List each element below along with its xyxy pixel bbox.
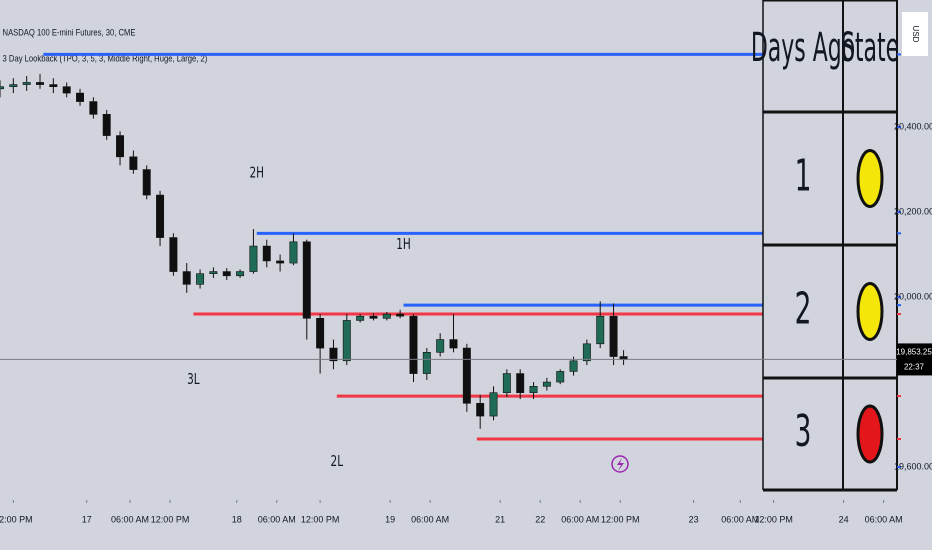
x-tick-label: 23 xyxy=(689,514,699,524)
x-tick-label: 06:00 AM xyxy=(561,514,599,524)
candle-body xyxy=(289,241,298,264)
candle-body xyxy=(182,271,191,285)
candle-body xyxy=(422,352,431,374)
x-tick-label: 06:00 AM xyxy=(111,514,149,524)
candle-body xyxy=(502,373,511,393)
candle-body xyxy=(516,373,525,393)
candle-body xyxy=(356,315,365,321)
candle-body xyxy=(129,156,138,170)
candle-body xyxy=(409,315,418,374)
candle-body xyxy=(462,347,471,404)
candle-body xyxy=(0,86,4,90)
candle-body xyxy=(316,318,325,349)
candle-body xyxy=(102,114,111,136)
x-tick-label: 06:00 AM xyxy=(721,514,759,524)
y-tick-label: 20,000.00 xyxy=(894,291,932,301)
table-header: Days Ago xyxy=(751,24,855,71)
candle-body xyxy=(342,320,351,362)
candle-body xyxy=(169,237,178,272)
last-price-box xyxy=(897,343,932,376)
candle-body xyxy=(262,245,271,262)
currency-box[interactable] xyxy=(902,12,928,56)
candle-body xyxy=(196,273,205,285)
candle-body xyxy=(596,315,605,345)
candle-body xyxy=(382,313,391,319)
level-label: 3L xyxy=(187,371,200,388)
x-tick-label: 19 xyxy=(385,514,395,524)
candle-body xyxy=(9,84,18,87)
y-tick-label: 20,400.00 xyxy=(894,121,932,131)
candle-body xyxy=(22,82,31,85)
x-tick-label: 18 xyxy=(232,514,242,524)
x-tick-label: 12:00 PM xyxy=(0,514,33,524)
candle-body xyxy=(476,403,485,417)
currency[interactable]: USD xyxy=(911,26,920,43)
last-price-label: 19,853.25 xyxy=(896,348,932,357)
candle-body xyxy=(369,315,378,319)
table-days: 3 xyxy=(795,405,812,457)
chart-title: NASDAQ 100 E-mini Futures, 30, CME xyxy=(3,27,136,38)
x-tick-label: 12:00 PM xyxy=(151,514,190,524)
event-icon[interactable] xyxy=(611,455,629,473)
x-tick-label: 06:00 AM xyxy=(865,514,903,524)
candle-body xyxy=(222,271,231,277)
candle-body xyxy=(142,169,151,196)
candle-body xyxy=(569,360,578,372)
x-tick-label: 22 xyxy=(535,514,545,524)
candle-body xyxy=(302,241,311,319)
candle-body xyxy=(556,371,565,383)
candle-body xyxy=(116,135,125,158)
y-tick-label: 19,600.00 xyxy=(894,461,932,471)
candle-body xyxy=(529,386,538,393)
candle-body xyxy=(396,313,405,317)
candle-body xyxy=(329,347,338,362)
candle-body xyxy=(209,271,218,274)
level-label: 2L xyxy=(331,453,344,470)
candle-body xyxy=(489,392,498,417)
candle-body xyxy=(276,260,285,264)
lightning-icon xyxy=(617,458,624,471)
state-indicator xyxy=(856,404,884,464)
indicator-title: 3 Day Lookback (TPO, 3, 5, 3, Middle Rig… xyxy=(3,53,208,64)
candle-body xyxy=(582,343,591,362)
x-tick-label: 06:00 AM xyxy=(258,514,296,524)
candle-body xyxy=(76,92,84,102)
x-tick-label: 12:00 PM xyxy=(301,514,340,524)
table-days: 2 xyxy=(795,282,812,334)
x-tick-label: 24 xyxy=(839,514,849,524)
candle-body xyxy=(542,381,551,387)
x-tick-label: 06:00 AM xyxy=(411,514,449,524)
level-label: 1H xyxy=(396,236,411,253)
x-tick-label: 12:00 PM xyxy=(601,514,640,524)
table-days: 1 xyxy=(795,149,812,201)
price-axis xyxy=(897,0,932,550)
y-tick-label: 20,200.00 xyxy=(894,206,932,216)
candle-body xyxy=(436,339,445,353)
state-indicator xyxy=(856,149,884,208)
candle-body xyxy=(89,101,98,115)
candle-body xyxy=(36,82,44,85)
x-tick-label: 12:00 PM xyxy=(754,514,793,524)
candle-body xyxy=(49,84,58,87)
state-indicator xyxy=(856,282,884,341)
candle-body xyxy=(236,271,245,277)
level-label: 2H xyxy=(249,165,264,182)
candle-body xyxy=(249,245,258,272)
x-tick-label: 21 xyxy=(495,514,505,524)
x-tick-label: 17 xyxy=(82,514,92,524)
candle-body xyxy=(62,86,71,94)
table-header: State xyxy=(841,24,899,71)
candle-body xyxy=(449,339,458,349)
candle-body xyxy=(609,315,618,357)
candle-body xyxy=(156,194,165,238)
countdown-label: 22:37 xyxy=(904,363,925,372)
